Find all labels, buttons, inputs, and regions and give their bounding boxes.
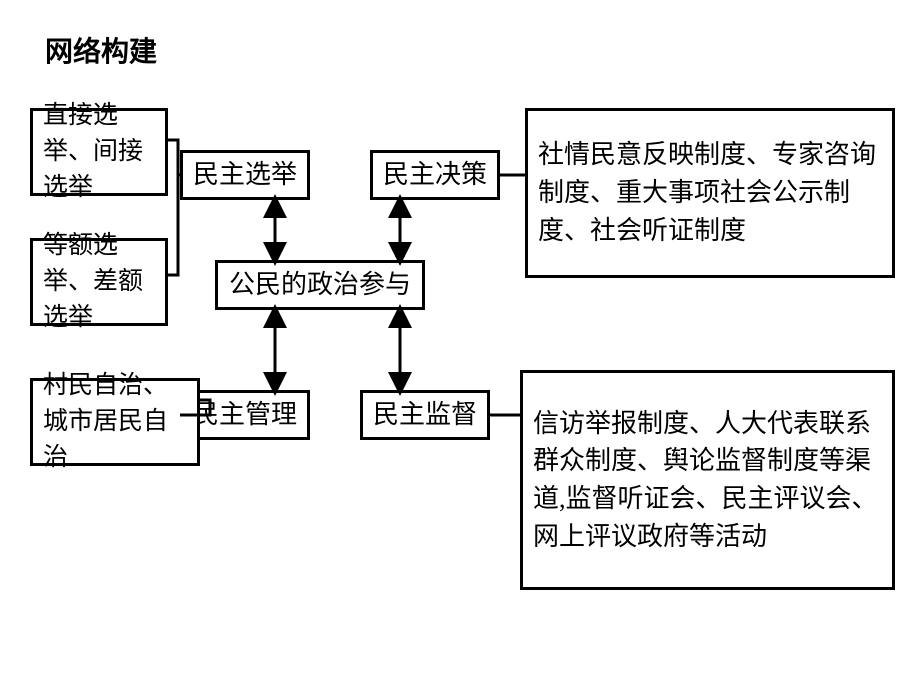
node-elect-label: 民主选举 [193, 156, 297, 194]
node-left-top-label: 直接选举、间接选举 [43, 98, 155, 207]
node-right-bot: 信访举报制度、人大代表联系群众制度、舆论监督制度等渠道,监督听证会、民主评议会、… [520, 370, 895, 590]
node-left-bot-label: 村民自治、城市居民自治 [43, 368, 187, 477]
node-decide: 民主决策 [370, 150, 500, 200]
node-right-bot-label: 信访举报制度、人大代表联系群众制度、舆论监督制度等渠道,监督听证会、民主评议会、… [533, 405, 882, 556]
node-super: 民主监督 [360, 390, 490, 440]
node-left-mid: 等额选举、差额选举 [30, 238, 168, 326]
node-right-top-label: 社情民意反映制度、专家咨询制度、重大事项社会公示制度、社会听证制度 [538, 136, 882, 249]
node-center: 公民的政治参与 [215, 260, 425, 310]
node-decide-label: 民主决策 [383, 156, 487, 194]
node-left-top: 直接选举、间接选举 [30, 108, 168, 196]
node-left-bot: 村民自治、城市居民自治 [30, 378, 200, 466]
node-left-mid-label: 等额选举、差额选举 [43, 228, 155, 337]
node-manage-label: 民主管理 [193, 396, 297, 434]
node-super-label: 民主监督 [373, 396, 477, 434]
node-elect: 民主选举 [180, 150, 310, 200]
node-right-top: 社情民意反映制度、专家咨询制度、重大事项社会公示制度、社会听证制度 [525, 108, 895, 278]
page-title: 网络构建 [45, 30, 157, 70]
node-center-label: 公民的政治参与 [229, 266, 411, 304]
